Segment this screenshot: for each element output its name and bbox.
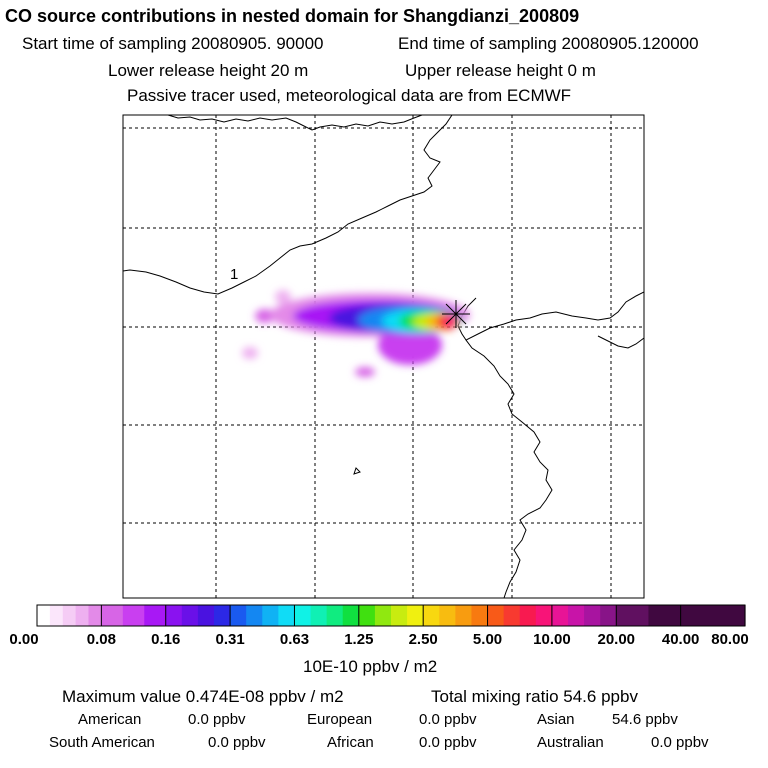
region-value-african: 0.0 ppbv: [419, 734, 477, 751]
colorbar-tick-label: 0.00: [9, 631, 39, 648]
region-value-asian: 54.6 ppbv: [612, 711, 678, 728]
plume-patch-south: [355, 367, 375, 377]
upper-release-label: Upper release height 0 m: [405, 61, 596, 80]
colorbar-unit-label: 10E-10 ppbv / m2: [303, 657, 438, 676]
region-name-african: African: [327, 734, 374, 751]
region-value-south-american: 0.0 ppbv: [208, 734, 266, 751]
plume-lobe-south: [378, 325, 442, 365]
region-value-australian: 0.0 ppbv: [651, 734, 709, 751]
colorbar-tick-label: 0.31: [215, 631, 245, 648]
region-value-european: 0.0 ppbv: [419, 711, 477, 728]
plume-patch-faint-west: [242, 347, 258, 359]
max-value-label: Maximum value 0.474E-08 ppbv / m2: [62, 687, 344, 706]
colorbar-tick-label: 0.08: [86, 631, 116, 648]
start-time-label: Start time of sampling 20080905. 90000: [22, 34, 324, 53]
chart-title: CO source contributions in nested domain…: [5, 6, 580, 26]
colorbar-tick-label: 20.00: [597, 631, 636, 648]
region-name-australian: Australian: [537, 734, 604, 751]
colorbar-tick-label: 5.00: [472, 631, 503, 648]
total-mixing-label: Total mixing ratio 54.6 ppbv: [431, 687, 638, 706]
colorbar-tick-label: 0.16: [151, 631, 181, 648]
lower-release-label: Lower release height 20 m: [108, 61, 309, 80]
colorbar-tick-label: 10.00: [533, 631, 571, 648]
plume-patch-west: [255, 309, 275, 323]
region-name-south-american: South American: [49, 734, 155, 751]
colorbar-tick-label: 40.00: [661, 631, 700, 648]
colorbar-tick-label: 1.25: [344, 631, 374, 648]
region-name-asian: Asian: [537, 711, 575, 728]
plume-patch-faint-north: [275, 290, 291, 304]
colorbar-tick-label: 2.50: [408, 631, 438, 648]
colorbar-tick-label: 0.63: [279, 631, 310, 648]
end-time-label: End time of sampling 20080905.120000: [398, 34, 699, 53]
region-name-american: American: [78, 711, 142, 728]
region-value-american: 0.0 ppbv: [188, 711, 246, 728]
map-frame: [122, 114, 645, 599]
station-number-label: 1: [230, 266, 238, 283]
concentration-plume: [242, 290, 470, 377]
map-panel: 1: [122, 114, 645, 599]
region-name-european: European: [307, 711, 373, 728]
colorbar-tick-label: 80.00: [711, 631, 749, 648]
station-marker-icon: [442, 300, 470, 328]
tracer-note: Passive tracer used, meteorological data…: [127, 86, 572, 105]
